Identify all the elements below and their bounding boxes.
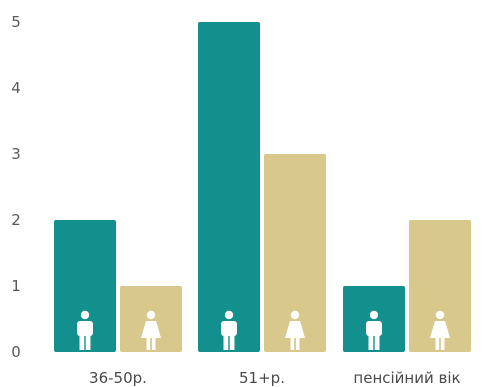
- x-axis: 36-50р. 51+р. пенсійний вік: [89, 369, 461, 387]
- y-tick-label: 2: [11, 211, 21, 229]
- y-tick-label: 3: [11, 145, 21, 163]
- bar-female-2: [264, 154, 326, 352]
- y-tick-label: 5: [11, 13, 21, 31]
- bar-female-3: [409, 220, 471, 352]
- y-axis: 0 1 2 3 4 5: [11, 13, 21, 361]
- category-label: пенсійний вік: [353, 369, 460, 387]
- bars: [54, 22, 471, 352]
- female-figure-icon: [141, 310, 161, 350]
- male-figure-icon: [77, 310, 93, 350]
- male-figure-icon: [366, 310, 382, 350]
- category-label: 36-50р.: [89, 369, 147, 387]
- y-tick-label: 1: [11, 277, 21, 295]
- female-figure-icon: [285, 310, 305, 350]
- category-label: 51+р.: [239, 369, 285, 387]
- bar-male-1: [54, 220, 116, 352]
- male-figure-icon: [221, 310, 237, 350]
- bar-male-2: [198, 22, 260, 352]
- y-tick-label: 0: [11, 343, 21, 361]
- y-tick-label: 4: [11, 79, 21, 97]
- female-figure-icon: [430, 310, 450, 350]
- figure-icons: [77, 310, 450, 350]
